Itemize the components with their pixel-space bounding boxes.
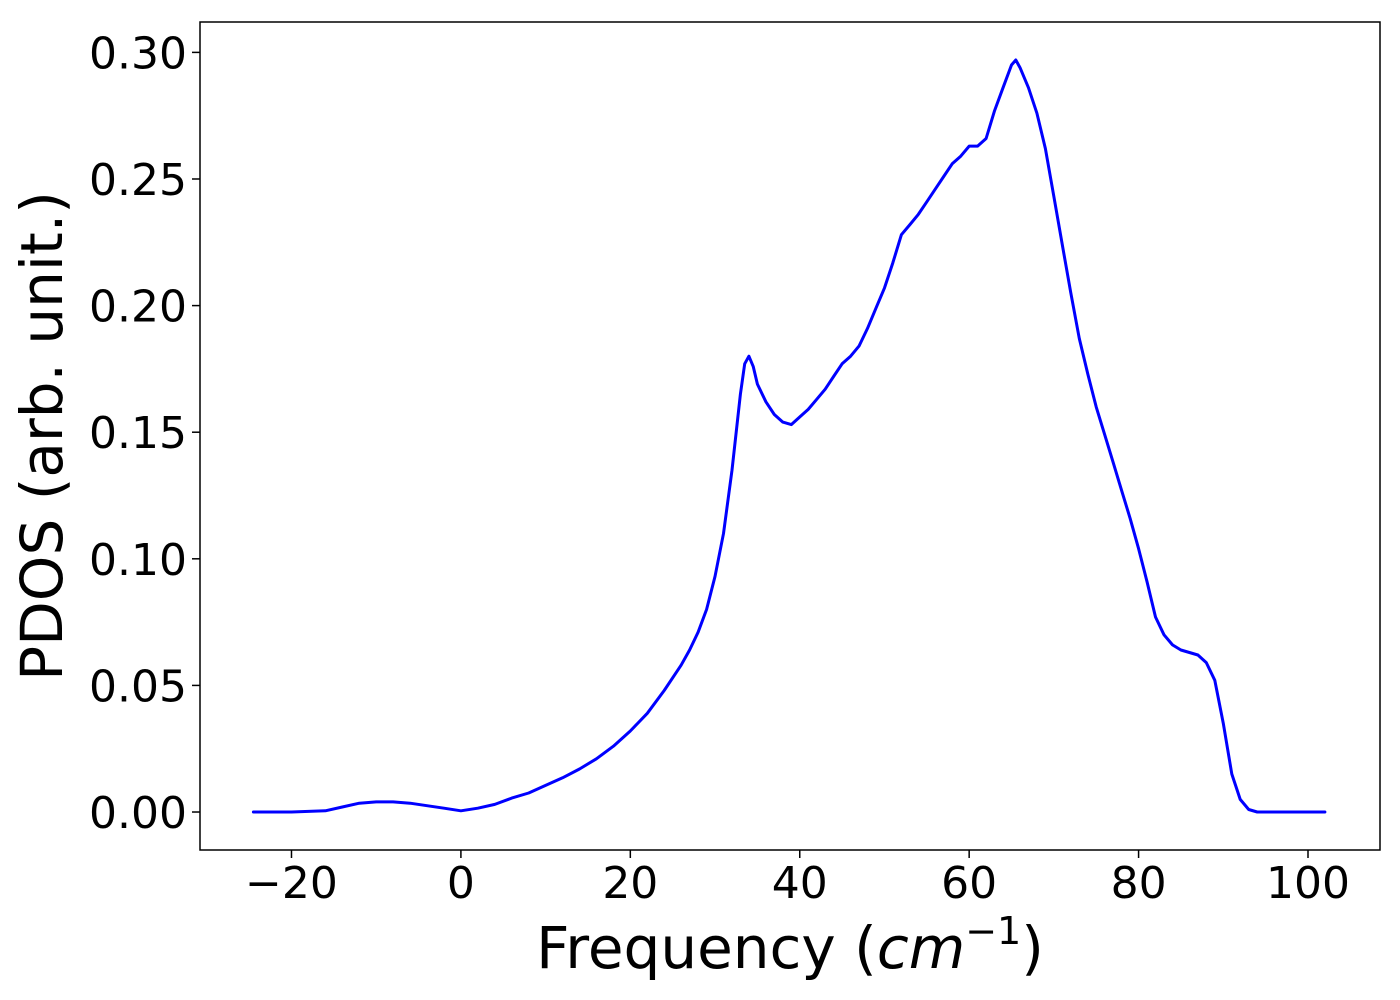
x-tick-label: −20	[245, 858, 338, 909]
y-tick-label: 0.25	[89, 155, 187, 206]
y-tick-label: 0.30	[89, 28, 187, 79]
x-tick-label: 60	[941, 858, 997, 909]
y-tick-label: 0.00	[89, 788, 187, 839]
ticks-group: −20 0 20 40 60 80 100 0.00 0.05 0.10 0.15 0.20 0.25 0…	[89, 28, 1350, 909]
x-tick-label: 0	[447, 858, 475, 909]
x-axis-label-close: )	[1021, 914, 1044, 982]
y-tick-label: 0.10	[89, 535, 187, 586]
x-axis-label: Frequency (cm−1)	[536, 909, 1044, 982]
x-tick-label: 100	[1266, 858, 1350, 909]
x-axis-label-text: Frequency (	[536, 914, 877, 982]
x-axis-label-unit: cm	[877, 914, 965, 982]
y-tick-label: 0.15	[89, 408, 187, 459]
plot-frame	[199, 21, 1381, 851]
x-tick-label: 80	[1111, 858, 1167, 909]
y-tick-label: 0.20	[89, 282, 187, 333]
y-axis-label: PDOS (arb. unit.)	[8, 191, 76, 681]
pdos-line	[251, 58, 1327, 814]
x-tick-label: 20	[602, 858, 658, 909]
y-tick-label: 0.05	[89, 661, 187, 712]
x-axis-label-exponent: −1	[965, 909, 1021, 953]
x-tick-label: 40	[772, 858, 828, 909]
